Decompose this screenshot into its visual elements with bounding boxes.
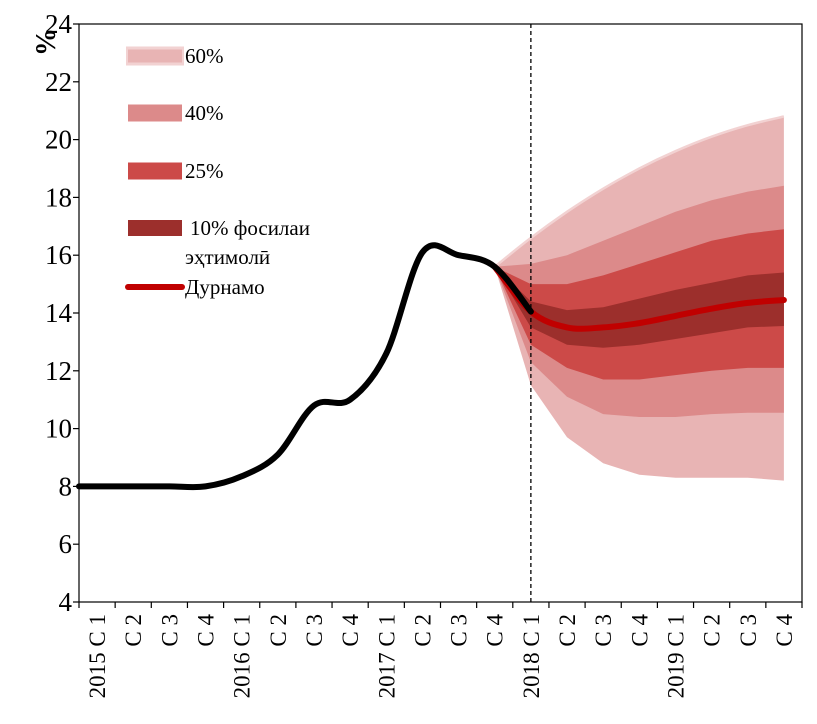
x-tick-label: 2019 C 1 (664, 614, 689, 698)
legend: 60% 40% 25% 10% фосилаи эҳтимолӣ Дурнамо (125, 44, 310, 299)
x-tick-label: 2016 C 1 (230, 614, 255, 698)
x-tick-label: 2017 C 1 (374, 614, 399, 698)
y-tick-label: 16 (45, 240, 72, 270)
series-lines (76, 24, 787, 602)
y-tick-label: 10 (45, 414, 72, 444)
y-tick-label: 24 (45, 9, 73, 39)
legend-swatch-band40 (128, 104, 182, 122)
legend-label-band60: 60% (185, 44, 224, 68)
x-tick-label: C 4 (338, 614, 363, 647)
y-tick-label: 20 (45, 125, 72, 155)
x-tick-label: C 4 (483, 614, 508, 647)
legend-swatch-band10 (128, 220, 182, 236)
x-tick-label: C 2 (555, 614, 580, 647)
x-tick-label: C 2 (121, 614, 146, 647)
band-p60-upper-edge (493, 115, 785, 268)
y-tick-label: 8 (59, 471, 73, 501)
x-tick-label: C 4 (627, 614, 652, 647)
x-tick-label: C 3 (591, 614, 616, 647)
x-tick-label: 2015 C 1 (85, 614, 110, 698)
x-tick-label: C 2 (410, 614, 435, 647)
actual-line (76, 242, 534, 491)
x-tick-label: C 3 (157, 614, 182, 647)
y-tick-label: 12 (45, 356, 72, 386)
x-tick-label: C 4 (194, 614, 219, 647)
y-tick-label: 18 (45, 182, 72, 212)
y-axis-label: % (31, 28, 62, 56)
x-tick-label: 2018 C 1 (519, 614, 544, 698)
axes: 4 6 8 10 12 14 16 18 20 22 24% 2015 C 1 C 2 C 3 C 4 201… (31, 9, 803, 698)
y-tick-label: 6 (59, 529, 73, 559)
x-tick-label: C 2 (700, 614, 725, 647)
y-tick-label: 14 (45, 298, 73, 328)
x-tick-label: C 3 (447, 614, 472, 647)
legend-label-band10-line2: эҳтимолӣ (185, 245, 270, 269)
x-tick-label: C 4 (772, 614, 797, 647)
y-tick-label: 22 (45, 67, 72, 97)
x-tick-label: C 3 (736, 614, 761, 647)
legend-label-band25: 25% (185, 159, 224, 183)
legend-swatch-band60 (128, 49, 182, 63)
legend-label-forecast: Дурнамо (185, 275, 265, 299)
legend-label-band40: 40% (185, 101, 224, 125)
forecast-line (491, 263, 787, 332)
y-tick-label: 4 (59, 587, 73, 617)
legend-label-band10: 10% фосилаи (190, 216, 310, 240)
x-tick-label: C 3 (302, 614, 327, 647)
probability-bands (493, 115, 785, 481)
x-tick-label: C 2 (266, 614, 291, 647)
legend-swatch-band25 (128, 162, 182, 180)
